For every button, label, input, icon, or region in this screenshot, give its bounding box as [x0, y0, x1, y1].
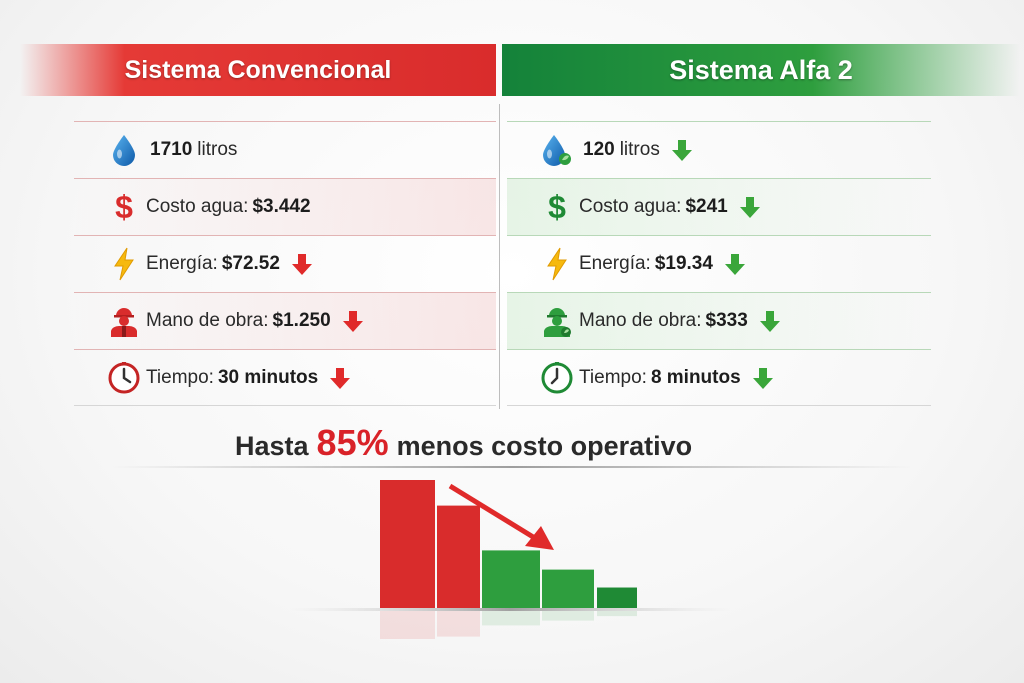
headline-prefix: Hasta: [235, 431, 309, 461]
headline-percent: 85%: [316, 422, 389, 463]
energy-label: Energía:: [579, 253, 651, 274]
chart-bar: [542, 569, 594, 608]
energy-value: $72.52: [221, 253, 280, 274]
lightning-icon: [541, 247, 573, 281]
banner-alfa2: Sistema Alfa 2: [502, 44, 1020, 96]
water-unit: litros: [197, 139, 238, 160]
chart-bar: [437, 505, 480, 608]
banner-conventional-title: Sistema Convencional: [124, 55, 392, 84]
banner-alfa2-title: Sistema Alfa 2: [669, 54, 853, 85]
conventional-row-energy: Energía: $72.52: [74, 235, 496, 292]
water-cost-label: Costo agua:: [579, 196, 682, 217]
alfa2-row-water-cost: $ Costo agua: $241: [507, 178, 931, 235]
headline-suffix: menos costo operativo: [396, 431, 693, 461]
water-amount: 1710: [150, 139, 193, 160]
arrow-down-icon: [751, 366, 775, 390]
water-cost-value: $3.442: [252, 196, 311, 217]
chart-bar: [380, 480, 435, 608]
column-divider: [499, 104, 500, 409]
chart-bar: [597, 587, 637, 608]
arrow-down-icon: [670, 138, 694, 162]
water-amount: 120: [583, 139, 615, 160]
chart-bar-reflection: [482, 611, 540, 626]
conventional-row-labor: Mano de obra: $1.250: [74, 292, 496, 349]
chart-bar: [482, 550, 540, 608]
arrow-down-icon: [723, 252, 747, 276]
labor-label: Mano de obra:: [579, 310, 702, 331]
water-unit: litros: [619, 139, 660, 160]
arrow-down-icon: [341, 309, 365, 333]
conventional-row-water: 1710 litros: [74, 121, 496, 178]
trend-arrow-icon: [448, 483, 554, 550]
clock-icon: [541, 361, 573, 395]
headline: Hasta 85% menos costo operativo: [235, 422, 735, 464]
svg-text:$: $: [548, 191, 566, 223]
water-cost-label: Costo agua:: [146, 196, 249, 217]
lightning-icon: [108, 247, 140, 281]
labor-label: Mano de obra:: [146, 310, 269, 331]
time-label: Tiempo:: [579, 366, 647, 388]
energy-label: Energía:: [146, 253, 218, 274]
alfa2-column: 120 litros $ Costo agua: $241 Energía: $…: [507, 121, 931, 406]
svg-text:$: $: [115, 191, 133, 223]
dollar-icon: $: [541, 190, 573, 224]
chart-bar-reflection: [380, 611, 435, 639]
water-cost-value: $241: [685, 196, 728, 217]
chart-bar-reflection: [597, 611, 637, 617]
alfa2-row-time: Tiempo: 8 minutos: [507, 349, 931, 406]
arrow-down-icon: [290, 252, 314, 276]
banner-conventional: Sistema Convencional: [20, 44, 496, 96]
water-drop-leaf-icon: [541, 133, 573, 167]
time-label: Tiempo:: [146, 366, 214, 388]
conventional-row-time: Tiempo: 30 minutos: [74, 349, 496, 406]
time-value: 8 minutos: [650, 366, 741, 388]
time-value: 30 minutos: [217, 366, 319, 388]
water-drop-icon: [108, 133, 140, 167]
labor-value: $333: [705, 310, 748, 331]
alfa2-row-energy: Energía: $19.34: [507, 235, 931, 292]
conventional-row-water-cost: $ Costo agua: $3.442: [74, 178, 496, 235]
headline-rule: [112, 466, 912, 468]
cost-reduction-chart: [290, 480, 730, 639]
alfa2-row-labor: Mano de obra: $333: [507, 292, 931, 349]
chart-baseline: [290, 608, 730, 611]
energy-value: $19.34: [654, 253, 713, 274]
chart-bar-reflection: [542, 611, 594, 621]
worker-icon: [108, 304, 140, 338]
dollar-icon: $: [108, 190, 140, 224]
labor-value: $1.250: [272, 310, 331, 331]
chart-bar-reflection: [437, 611, 480, 637]
arrow-down-icon: [738, 195, 762, 219]
clock-icon: [108, 361, 140, 395]
alfa2-row-water: 120 litros: [507, 121, 931, 178]
worker-icon: [541, 304, 573, 338]
conventional-column: 1710 litros $ Costo agua: $3.442 Energía…: [74, 121, 496, 406]
arrow-down-icon: [758, 309, 782, 333]
arrow-down-icon: [328, 366, 352, 390]
